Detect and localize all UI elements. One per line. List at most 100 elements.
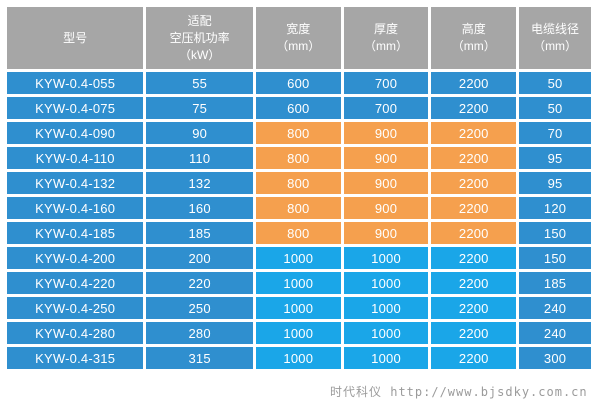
width-cell: 800 <box>255 147 341 169</box>
model-cell: KYW-0.4-055 <box>7 72 144 94</box>
watermark: 时代科仪 http://www.bjsdky.com.cn <box>330 385 588 399</box>
table-row: KYW-0.4-200 200 1000 1000 2200 150 <box>7 247 591 269</box>
header-text: 高度 <box>461 22 486 36</box>
cable-diameter-cell: 240 <box>519 297 591 319</box>
height-cell: 2200 <box>431 97 517 119</box>
thickness-cell: 900 <box>343 122 429 144</box>
model-cell: KYW-0.4-280 <box>7 322 144 344</box>
thickness-cell: 1000 <box>343 272 429 294</box>
power-cell: 160 <box>146 197 253 219</box>
header-text: 适配 <box>187 13 212 28</box>
cable-diameter-cell: 150 <box>519 247 591 269</box>
spec-table: 型号 适配 空压机功率 （kW） 宽度 （mm） 厚度 （mm） 高度 （mm） 电缆线径 （mm） … <box>4 4 594 372</box>
power-cell: 200 <box>146 247 253 269</box>
width-cell: 800 <box>255 122 341 144</box>
model-cell: KYW-0.4-110 <box>7 147 144 169</box>
header-text: （mm） <box>533 39 578 53</box>
width-cell: 1000 <box>255 247 341 269</box>
cable-diameter-cell: 95 <box>519 147 591 169</box>
power-cell: 55 <box>146 72 253 94</box>
thickness-cell: 700 <box>343 72 429 94</box>
height-cell: 2200 <box>431 222 517 244</box>
thickness-cell: 1000 <box>343 322 429 344</box>
thickness-cell: 900 <box>343 197 429 219</box>
table-row: KYW-0.4-185 185 800 900 2200 150 <box>7 222 591 244</box>
power-cell: 280 <box>146 322 253 344</box>
width-cell: 600 <box>255 97 341 119</box>
power-cell: 220 <box>146 272 253 294</box>
model-cell: KYW-0.4-250 <box>7 297 144 319</box>
cable-diameter-cell: 70 <box>519 122 591 144</box>
table-body: KYW-0.4-055 55 600 700 2200 50 KYW-0.4-075 75 60… <box>7 72 591 369</box>
cable-diameter-header: 电缆线径 （mm） <box>519 7 591 69</box>
cable-diameter-cell: 120 <box>519 197 591 219</box>
header-text: 型号 <box>63 30 88 45</box>
cable-diameter-cell: 240 <box>519 322 591 344</box>
thickness-cell: 900 <box>343 147 429 169</box>
width-cell: 1000 <box>255 347 341 369</box>
height-cell: 2200 <box>431 297 517 319</box>
height-header: 高度 （mm） <box>431 7 517 69</box>
thickness-cell: 1000 <box>343 297 429 319</box>
thickness-header: 厚度 （mm） <box>343 7 429 69</box>
power-cell: 75 <box>146 97 253 119</box>
power-cell: 132 <box>146 172 253 194</box>
header-text: 厚度 <box>374 22 399 36</box>
width-cell: 1000 <box>255 322 341 344</box>
height-cell: 2200 <box>431 172 517 194</box>
table-row: KYW-0.4-315 315 1000 1000 2200 300 <box>7 347 591 369</box>
model-cell: KYW-0.4-315 <box>7 347 144 369</box>
power-cell: 90 <box>146 122 253 144</box>
cable-diameter-cell: 95 <box>519 172 591 194</box>
height-cell: 2200 <box>431 272 517 294</box>
height-cell: 2200 <box>431 147 517 169</box>
header-row: 型号 适配 空压机功率 （kW） 宽度 （mm） 厚度 （mm） 高度 （mm） 电缆线径 （mm） <box>7 7 591 69</box>
power-cell: 110 <box>146 147 253 169</box>
thickness-cell: 1000 <box>343 247 429 269</box>
cable-diameter-cell: 300 <box>519 347 591 369</box>
cable-diameter-cell: 50 <box>519 72 591 94</box>
table-row: KYW-0.4-132 132 800 900 2200 95 <box>7 172 591 194</box>
height-cell: 2200 <box>431 122 517 144</box>
table-row: KYW-0.4-090 90 800 900 2200 70 <box>7 122 591 144</box>
header-text: （mm） <box>451 39 496 53</box>
model-cell: KYW-0.4-200 <box>7 247 144 269</box>
width-cell: 1000 <box>255 272 341 294</box>
model-cell: KYW-0.4-132 <box>7 172 144 194</box>
table-header: 型号 适配 空压机功率 （kW） 宽度 （mm） 厚度 （mm） 高度 （mm） 电缆线径 （mm） <box>7 7 591 69</box>
cable-diameter-cell: 185 <box>519 272 591 294</box>
table-row: KYW-0.4-160 160 800 900 2200 120 <box>7 197 591 219</box>
power-cell: 315 <box>146 347 253 369</box>
width-cell: 1000 <box>255 297 341 319</box>
table-row: KYW-0.4-280 280 1000 1000 2200 240 <box>7 322 591 344</box>
header-text: 空压机功率 <box>169 30 230 45</box>
table-row: KYW-0.4-110 110 800 900 2200 95 <box>7 147 591 169</box>
power-cell: 185 <box>146 222 253 244</box>
model-header: 型号 <box>7 7 144 69</box>
height-cell: 2200 <box>431 197 517 219</box>
thickness-cell: 1000 <box>343 347 429 369</box>
thickness-cell: 700 <box>343 97 429 119</box>
thickness-cell: 900 <box>343 172 429 194</box>
table-row: KYW-0.4-220 220 1000 1000 2200 185 <box>7 272 591 294</box>
header-text: 宽度 <box>286 22 311 36</box>
compressor-power-header: 适配空压机功率 （kW） <box>146 7 253 69</box>
header-text: 电缆线径 <box>531 22 580 36</box>
height-cell: 2200 <box>431 347 517 369</box>
table-row: KYW-0.4-075 75 600 700 2200 50 <box>7 97 591 119</box>
model-cell: KYW-0.4-160 <box>7 197 144 219</box>
width-cell: 800 <box>255 172 341 194</box>
width-cell: 600 <box>255 72 341 94</box>
header-text: （kW） <box>178 47 221 62</box>
model-cell: KYW-0.4-090 <box>7 122 144 144</box>
model-cell: KYW-0.4-075 <box>7 97 144 119</box>
model-cell: KYW-0.4-220 <box>7 272 144 294</box>
width-header: 宽度 （mm） <box>255 7 341 69</box>
power-cell: 250 <box>146 297 253 319</box>
cable-diameter-cell: 50 <box>519 97 591 119</box>
height-cell: 2200 <box>431 72 517 94</box>
table-row: KYW-0.4-055 55 600 700 2200 50 <box>7 72 591 94</box>
width-cell: 800 <box>255 222 341 244</box>
height-cell: 2200 <box>431 247 517 269</box>
width-cell: 800 <box>255 197 341 219</box>
